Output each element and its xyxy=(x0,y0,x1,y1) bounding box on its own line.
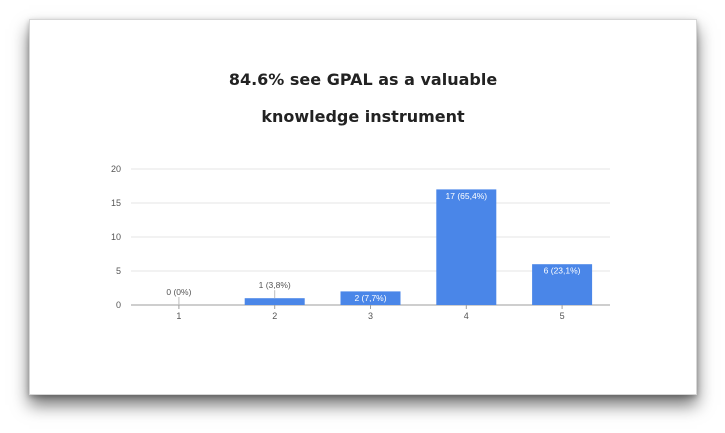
x-tick-label-2: 2 xyxy=(272,311,277,321)
y-tick-label-10: 10 xyxy=(111,232,121,242)
chart-title-line-1: 84.6% see GPAL as a valuable xyxy=(228,70,498,89)
bar-2 xyxy=(244,298,305,305)
chart-title-line-2: knowledge instrument xyxy=(261,107,465,126)
data-label-2: 1 (3,8%) xyxy=(259,280,291,290)
data-label-5: 6 (23,1%) xyxy=(544,266,581,276)
bar-4 xyxy=(436,189,497,305)
bar-5 xyxy=(532,264,593,305)
data-label-4: 17 (65,4%) xyxy=(446,191,488,201)
x-tick-label-4: 4 xyxy=(464,311,469,321)
slide: 84.6% see GPAL as a valuable knowledge i… xyxy=(29,19,697,395)
x-tick-label-3: 3 xyxy=(368,311,373,321)
data-label-3: 2 (7,7%) xyxy=(354,293,386,303)
y-tick-label-15: 15 xyxy=(111,198,121,208)
y-tick-label-0: 0 xyxy=(116,300,121,310)
y-tick-label-5: 5 xyxy=(116,266,121,276)
data-label-1: 0 (0%) xyxy=(166,287,191,297)
x-tick-label-5: 5 xyxy=(560,311,565,321)
bar-3 xyxy=(340,291,401,305)
x-tick-label-1: 1 xyxy=(176,311,181,321)
bar-chart: 0 5 10 15 20 1 0 (0%) 2 1 (3,8%) 3 2 (7,7%) 4 17 (65… xyxy=(111,164,610,321)
y-tick-label-20: 20 xyxy=(111,164,121,174)
